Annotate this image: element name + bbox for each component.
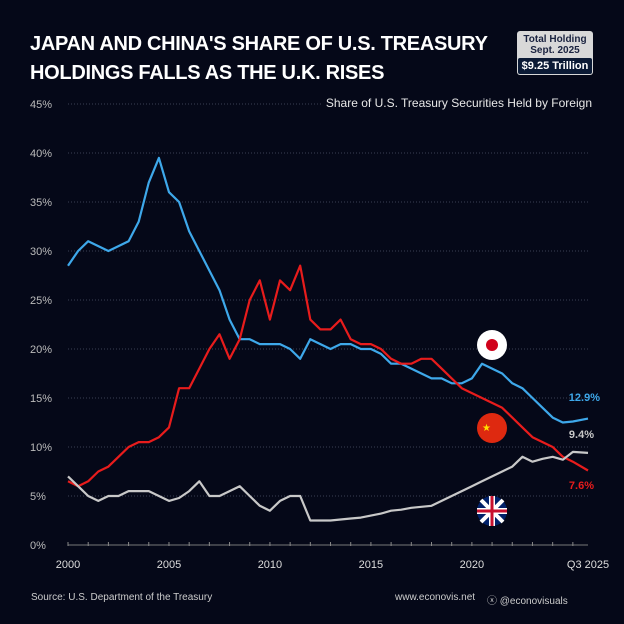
badge-value: $9.25 Trillion xyxy=(517,58,593,74)
y-tick-label: 40% xyxy=(30,148,52,160)
y-tick-label: 25% xyxy=(30,295,52,307)
japan-flag-sun xyxy=(486,339,498,351)
x-tick-label: 2020 xyxy=(460,559,484,571)
title-line-2: HOLDINGS FALLS AS THE U.K. RISES xyxy=(30,62,385,84)
social-handle[interactable]: ⓧ @econovisuals xyxy=(487,596,568,607)
uk-flag-cross-red xyxy=(477,496,507,526)
series-line-japan xyxy=(67,156,589,424)
series-line-uk xyxy=(67,450,589,522)
y-tick-label: 30% xyxy=(30,246,52,258)
x-tick-label: 2015 xyxy=(359,559,383,571)
y-tick-label: 0% xyxy=(30,540,46,552)
china-flag-star: ★ xyxy=(482,423,491,434)
x-logo-icon: ⓧ xyxy=(487,596,500,607)
end-label-japan: 12.9% xyxy=(569,392,600,404)
x-tick-label: 2000 xyxy=(56,559,80,571)
badge-date: Sept. 2025 xyxy=(530,45,580,56)
y-tick-label: 35% xyxy=(30,197,52,209)
x-tick-label: Q3 2025 xyxy=(567,559,609,571)
source-note: Source: U.S. Department of the Treasury xyxy=(31,592,213,603)
y-tick-label: 10% xyxy=(30,442,52,454)
title-line-1: JAPAN AND CHINA'S SHARE OF U.S. TREASURY xyxy=(30,33,488,55)
y-tick-label: 5% xyxy=(30,491,46,503)
end-label-uk: 9.4% xyxy=(569,429,594,441)
y-tick-label: 15% xyxy=(30,393,52,405)
chart-subtitle: Share of U.S. Treasury Securities Held b… xyxy=(321,96,592,110)
y-tick-label: 20% xyxy=(30,344,52,356)
end-label-china: 7.6% xyxy=(569,480,594,492)
x-tick-label: 2010 xyxy=(258,559,282,571)
y-tick-label: 45% xyxy=(30,99,52,111)
x-tick-label: 2005 xyxy=(157,559,181,571)
badge-label: Total Holding xyxy=(523,34,587,45)
china-flag-icon xyxy=(477,413,507,443)
chart-title: JAPAN AND CHINA'S SHARE OF U.S. TREASURY… xyxy=(30,30,488,88)
website-link[interactable]: www.econovis.net xyxy=(395,592,476,603)
series-line-china xyxy=(67,264,589,488)
total-holding-badge: Total Holding Sept. 2025 $9.25 Trillion xyxy=(517,31,593,75)
